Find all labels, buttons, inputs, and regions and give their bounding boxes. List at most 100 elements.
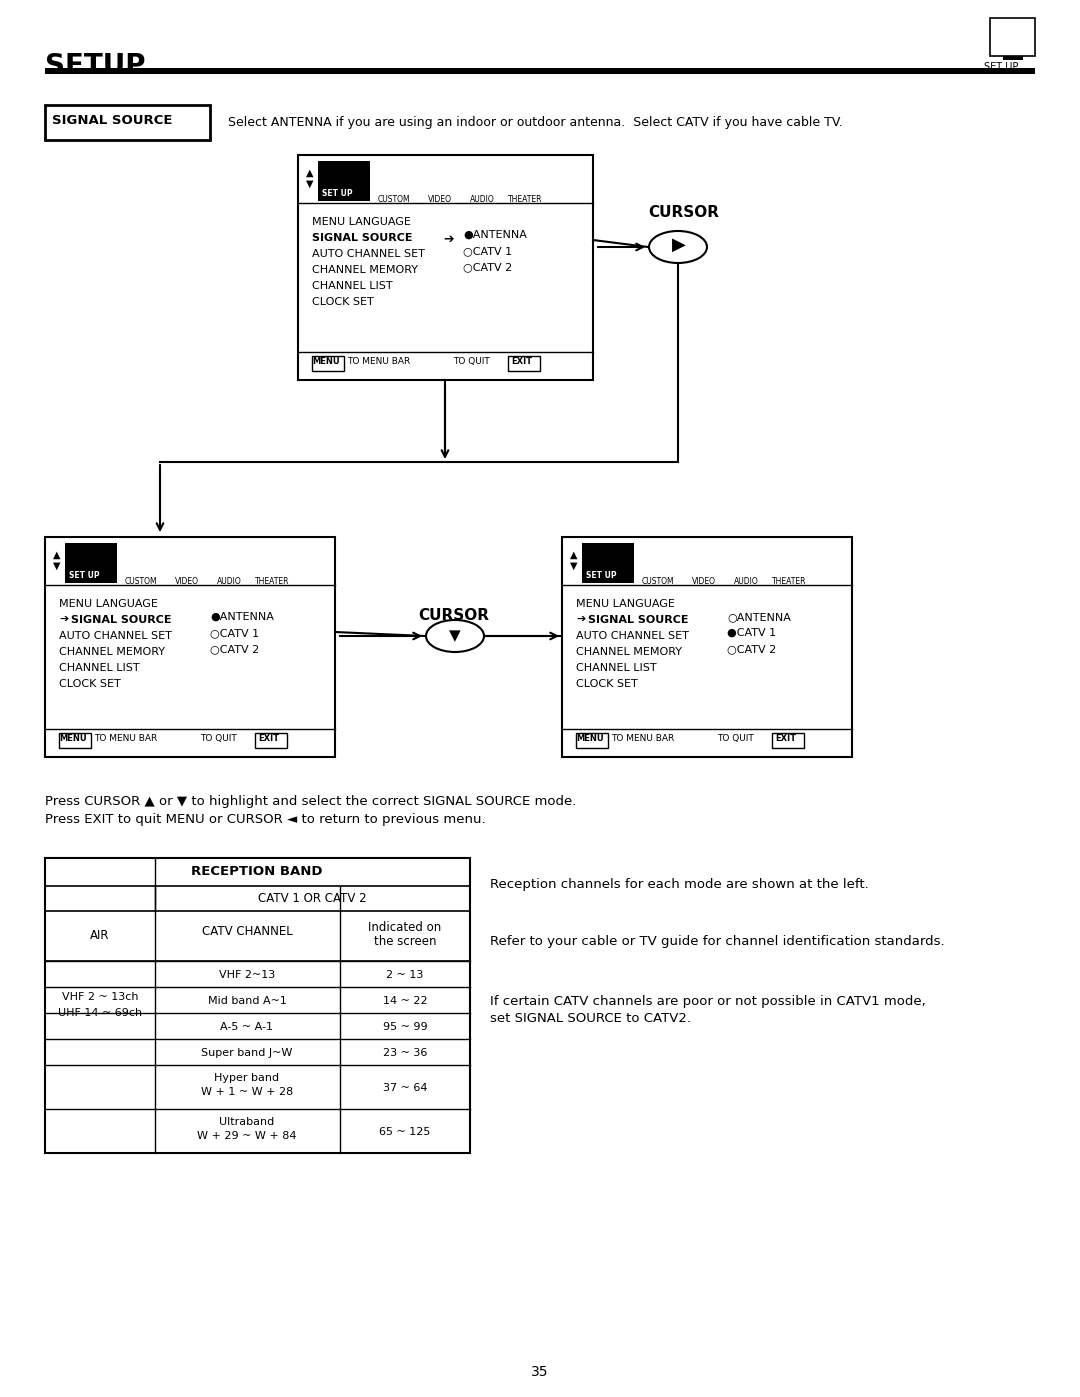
Text: UHF 14 ~ 69ch: UHF 14 ~ 69ch xyxy=(58,1009,143,1018)
Text: 35: 35 xyxy=(531,1365,549,1379)
Text: MENU: MENU xyxy=(312,358,339,366)
Text: SET UP: SET UP xyxy=(984,61,1018,73)
Text: VIDEO: VIDEO xyxy=(692,577,716,585)
Text: AIR: AIR xyxy=(91,929,110,942)
Text: ○CATV 2: ○CATV 2 xyxy=(463,263,512,272)
Bar xyxy=(312,356,345,372)
Text: ▼: ▼ xyxy=(570,562,578,571)
Text: ○CATV 1: ○CATV 1 xyxy=(463,246,512,256)
Text: Ultraband: Ultraband xyxy=(219,1118,274,1127)
Text: ○CATV 1: ○CATV 1 xyxy=(210,629,259,638)
Text: 2 ~ 13: 2 ~ 13 xyxy=(387,970,423,981)
Text: ▲: ▲ xyxy=(570,550,578,560)
Text: ▲: ▲ xyxy=(306,168,313,177)
Text: THEATER: THEATER xyxy=(772,577,807,585)
Text: VHF 2~13: VHF 2~13 xyxy=(219,970,275,981)
Text: 37 ~ 64: 37 ~ 64 xyxy=(382,1083,428,1092)
Text: VIDEO: VIDEO xyxy=(175,577,199,585)
Text: the screen: the screen xyxy=(374,935,436,949)
Text: TO QUIT: TO QUIT xyxy=(717,733,754,743)
Text: RECEPTION BAND: RECEPTION BAND xyxy=(191,865,323,877)
Text: CLOCK SET: CLOCK SET xyxy=(576,679,638,689)
Text: THEATER: THEATER xyxy=(508,196,542,204)
Text: 65 ~ 125: 65 ~ 125 xyxy=(379,1127,431,1137)
Text: ▲: ▲ xyxy=(53,550,60,560)
Text: CLOCK SET: CLOCK SET xyxy=(59,679,121,689)
Bar xyxy=(298,155,593,380)
Text: ▶: ▶ xyxy=(672,236,686,254)
Text: SIGNAL SOURCE: SIGNAL SOURCE xyxy=(52,115,173,127)
Text: If certain CATV channels are poor or not possible in CATV1 mode,: If certain CATV channels are poor or not… xyxy=(490,995,926,1009)
Text: EXIT: EXIT xyxy=(511,358,532,366)
Bar xyxy=(576,733,608,747)
Text: VHF 2 ~ 13ch: VHF 2 ~ 13ch xyxy=(62,992,138,1002)
Text: ○ANTENNA: ○ANTENNA xyxy=(727,612,791,622)
Text: CUSTOM: CUSTOM xyxy=(378,196,410,204)
Bar xyxy=(990,18,1035,56)
Bar xyxy=(45,858,470,1153)
Text: ●CATV 1: ●CATV 1 xyxy=(727,629,777,638)
Text: CUSTOM: CUSTOM xyxy=(642,577,675,585)
Text: ▼: ▼ xyxy=(306,179,313,189)
Text: CURSOR: CURSOR xyxy=(418,608,489,623)
Text: CATV CHANNEL: CATV CHANNEL xyxy=(202,925,293,937)
Ellipse shape xyxy=(649,231,707,263)
Text: set SIGNAL SOURCE to CATV2.: set SIGNAL SOURCE to CATV2. xyxy=(490,1011,691,1025)
Text: Mid band A~1: Mid band A~1 xyxy=(207,996,286,1006)
Text: Hyper band: Hyper band xyxy=(215,1073,280,1083)
Text: SIGNAL SOURCE: SIGNAL SOURCE xyxy=(71,615,172,624)
Bar xyxy=(255,733,287,747)
Text: W + 29 ~ W + 84: W + 29 ~ W + 84 xyxy=(198,1132,297,1141)
Text: MENU: MENU xyxy=(59,733,86,743)
Text: ▼: ▼ xyxy=(449,629,461,643)
Text: A-5 ~ A-1: A-5 ~ A-1 xyxy=(220,1023,273,1032)
Text: ➔: ➔ xyxy=(576,615,585,624)
Text: EXIT: EXIT xyxy=(775,733,796,743)
Text: Press EXIT to quit MENU or CURSOR ◄ to return to previous menu.: Press EXIT to quit MENU or CURSOR ◄ to r… xyxy=(45,813,486,826)
Bar xyxy=(45,105,210,140)
Text: AUTO CHANNEL SET: AUTO CHANNEL SET xyxy=(576,631,689,641)
Text: CATV 1 OR CATV 2: CATV 1 OR CATV 2 xyxy=(258,893,366,905)
Bar xyxy=(45,68,1035,74)
Text: ●ANTENNA: ●ANTENNA xyxy=(210,612,274,622)
Text: Press CURSOR ▲ or ▼ to highlight and select the correct SIGNAL SOURCE mode.: Press CURSOR ▲ or ▼ to highlight and sel… xyxy=(45,795,577,807)
Text: AUDIO: AUDIO xyxy=(470,196,495,204)
Bar xyxy=(45,536,335,757)
Text: TO QUIT: TO QUIT xyxy=(200,733,237,743)
Text: MENU LANGUAGE: MENU LANGUAGE xyxy=(576,599,675,609)
Text: EXIT: EXIT xyxy=(258,733,279,743)
Text: SIGNAL SOURCE: SIGNAL SOURCE xyxy=(312,233,413,243)
Text: SIGNAL SOURCE: SIGNAL SOURCE xyxy=(588,615,689,624)
Text: W + 1 ~ W + 28: W + 1 ~ W + 28 xyxy=(201,1087,293,1097)
Text: SET UP: SET UP xyxy=(69,571,99,580)
Text: 14 ~ 22: 14 ~ 22 xyxy=(382,996,428,1006)
Text: Select ANTENNA if you are using an indoor or outdoor antenna.  Select CATV if yo: Select ANTENNA if you are using an indoo… xyxy=(228,116,842,129)
Text: TO MENU BAR: TO MENU BAR xyxy=(611,733,674,743)
Text: ▼: ▼ xyxy=(53,562,60,571)
Text: ➔: ➔ xyxy=(443,233,454,246)
Text: Super band J~W: Super band J~W xyxy=(201,1048,293,1058)
Text: CHANNEL LIST: CHANNEL LIST xyxy=(59,664,139,673)
Text: AUDIO: AUDIO xyxy=(217,577,242,585)
Text: CHANNEL MEMORY: CHANNEL MEMORY xyxy=(576,647,681,657)
Text: 23 ~ 36: 23 ~ 36 xyxy=(382,1048,428,1058)
Bar xyxy=(508,356,540,372)
Text: TO MENU BAR: TO MENU BAR xyxy=(347,358,410,366)
Bar xyxy=(582,543,634,583)
Text: Reception channels for each mode are shown at the left.: Reception channels for each mode are sho… xyxy=(490,877,868,891)
Bar xyxy=(318,161,370,201)
Ellipse shape xyxy=(426,620,484,652)
Bar xyxy=(562,536,852,757)
Text: CHANNEL LIST: CHANNEL LIST xyxy=(312,281,393,291)
Bar xyxy=(65,543,117,583)
Bar xyxy=(1003,56,1023,60)
Text: SET UP: SET UP xyxy=(322,189,353,198)
Text: Refer to your cable or TV guide for channel identification standards.: Refer to your cable or TV guide for chan… xyxy=(490,935,945,949)
Text: ○CATV 2: ○CATV 2 xyxy=(727,644,777,654)
Text: THEATER: THEATER xyxy=(255,577,289,585)
Bar xyxy=(59,733,91,747)
Text: CHANNEL MEMORY: CHANNEL MEMORY xyxy=(59,647,165,657)
Text: ➔: ➔ xyxy=(59,615,68,624)
Text: 95 ~ 99: 95 ~ 99 xyxy=(382,1023,428,1032)
Text: CHANNEL LIST: CHANNEL LIST xyxy=(576,664,657,673)
